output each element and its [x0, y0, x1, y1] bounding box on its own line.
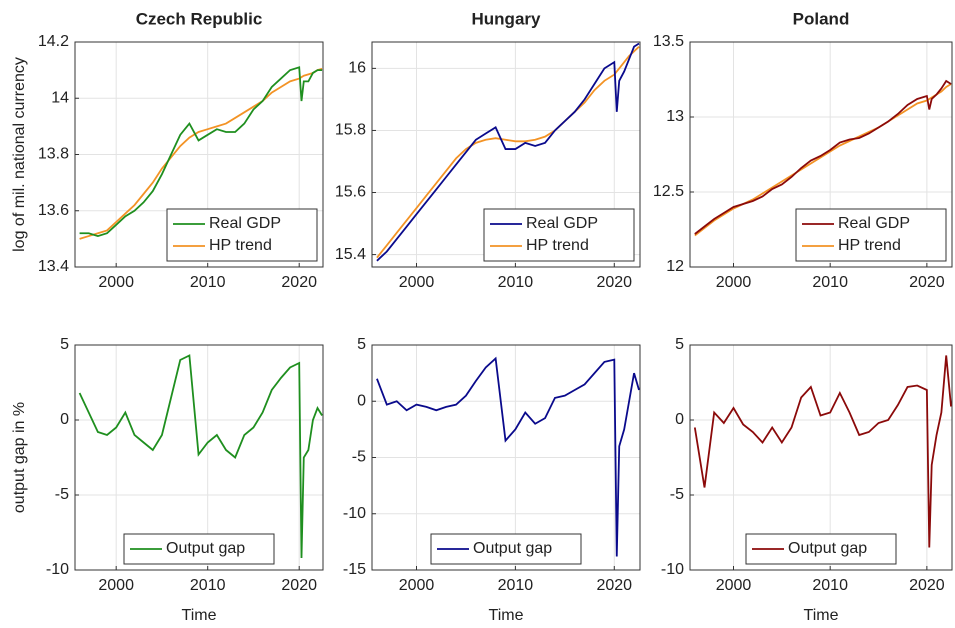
- legend-label: Real GDP: [209, 215, 281, 232]
- y-tick-label: 0: [675, 411, 684, 428]
- legend-label: HP trend: [838, 237, 901, 254]
- y-tick-label: -5: [55, 486, 69, 503]
- x-tick-label: 2010: [190, 274, 226, 291]
- legend-label: Real GDP: [838, 215, 910, 232]
- x-tick-label: 2010: [812, 577, 848, 594]
- y-tick-label: -10: [343, 505, 366, 522]
- axes-box: [371, 344, 641, 571]
- y-tick-label: 14: [51, 89, 69, 106]
- y-tick-label: 5: [60, 336, 69, 353]
- x-tick-label: 2000: [98, 577, 134, 594]
- x-tick-label: 2020: [596, 274, 632, 291]
- y-tick-label: 15.8: [335, 122, 366, 139]
- y-tick-label: -10: [46, 561, 69, 578]
- axes-box: [689, 41, 953, 268]
- x-tick-label: 2010: [190, 577, 226, 594]
- y-tick-label: 0: [60, 411, 69, 428]
- x-axis-label: Time: [489, 607, 524, 624]
- legend-box: [795, 208, 947, 262]
- y-tick-label: -15: [343, 561, 366, 578]
- y-tick-label: 12: [666, 258, 684, 275]
- x-tick-label: 2000: [399, 577, 435, 594]
- y-tick-label: 5: [675, 336, 684, 353]
- data-line: [376, 42, 640, 262]
- data-line: [376, 356, 640, 557]
- legend-box: [166, 208, 318, 262]
- axes-box: [74, 41, 324, 268]
- axes-box: [74, 344, 324, 571]
- x-tick-label: 2020: [909, 577, 945, 594]
- x-tick-label: 2010: [812, 274, 848, 291]
- legend-label: Output gap: [473, 540, 552, 557]
- x-tick-label: 2000: [98, 274, 134, 291]
- legend-box: [123, 533, 275, 565]
- y-tick-label: 15.6: [335, 184, 366, 201]
- legend-label: Output gap: [788, 540, 867, 557]
- chart-title: Czech Republic: [136, 9, 263, 28]
- legend-label: HP trend: [526, 237, 589, 254]
- y-axis-label: output gap in %: [11, 402, 28, 513]
- x-tick-label: 2000: [716, 274, 752, 291]
- legend-label: Real GDP: [526, 215, 598, 232]
- x-tick-label: 2020: [909, 274, 945, 291]
- data-line: [694, 79, 952, 235]
- x-tick-label: 2020: [281, 274, 317, 291]
- y-tick-label: 5: [357, 336, 366, 353]
- y-tick-label: 14.2: [38, 33, 69, 50]
- data-line: [79, 67, 323, 240]
- y-tick-label: 0: [357, 392, 366, 409]
- y-tick-label: 13: [666, 108, 684, 125]
- x-axis-label: Time: [804, 607, 839, 624]
- x-axis-label: Time: [182, 607, 217, 624]
- y-tick-label: 13.6: [38, 202, 69, 219]
- x-tick-label: 2010: [498, 274, 534, 291]
- y-tick-label: 15.4: [335, 246, 366, 263]
- y-tick-label: 13.5: [653, 33, 684, 50]
- axes-box: [689, 344, 953, 571]
- data-line: [693, 355, 952, 548]
- x-tick-label: 2020: [596, 577, 632, 594]
- y-tick-label: 16: [348, 60, 366, 77]
- y-tick-label: 12.5: [653, 183, 684, 200]
- y-tick-label: 13.4: [38, 258, 69, 275]
- y-tick-label: -10: [661, 561, 684, 578]
- legend-box: [483, 208, 635, 262]
- chart-title: Hungary: [472, 9, 542, 28]
- y-tick-label: 13.8: [38, 146, 69, 163]
- y-axis-label: log of mil. national currency: [11, 57, 28, 252]
- y-tick-label: -5: [670, 486, 684, 503]
- x-tick-label: 2020: [281, 577, 317, 594]
- x-tick-label: 2000: [716, 577, 752, 594]
- data-line: [78, 354, 323, 559]
- chart-title: Poland: [793, 9, 850, 28]
- x-tick-label: 2000: [399, 274, 435, 291]
- data-line: [79, 66, 323, 238]
- x-tick-label: 2010: [498, 577, 534, 594]
- axes-box: [371, 41, 641, 268]
- data-line: [376, 46, 640, 259]
- y-tick-label: -5: [352, 449, 366, 466]
- legend-label: Output gap: [166, 540, 245, 557]
- legend-label: HP trend: [209, 237, 272, 254]
